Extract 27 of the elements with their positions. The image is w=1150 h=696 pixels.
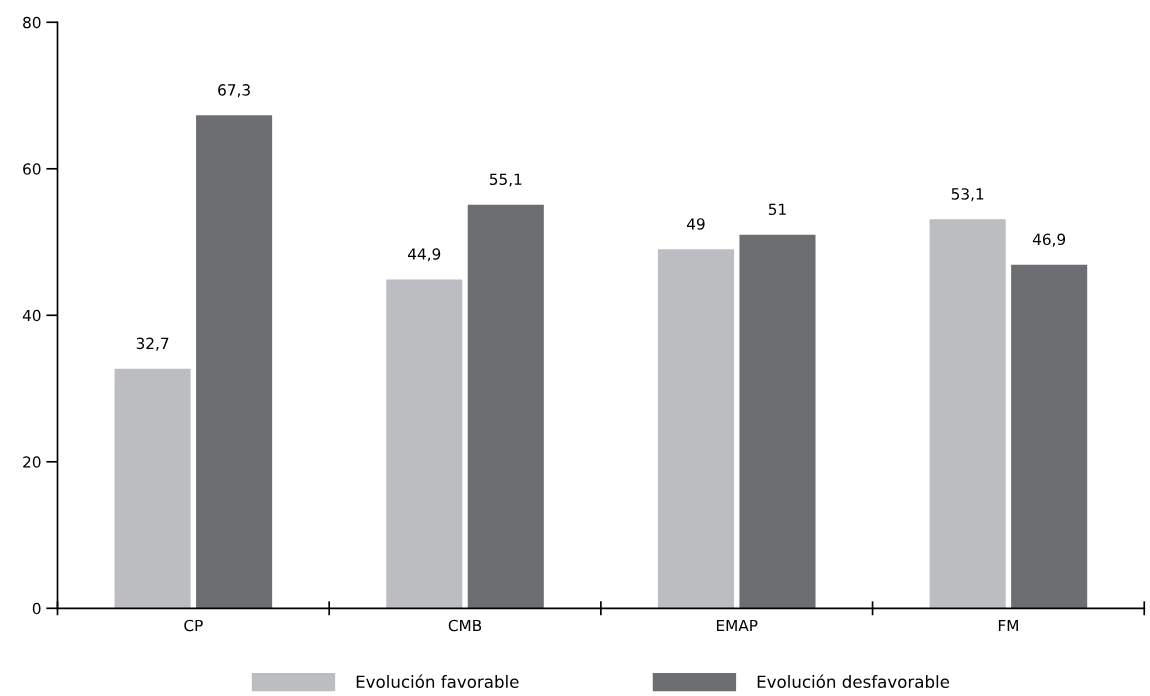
legend-label: Evolución desfavorable (757, 674, 950, 689)
bar (657, 249, 734, 609)
bar (1011, 264, 1088, 609)
bar (467, 204, 544, 609)
data-label: 32,7 (136, 337, 169, 351)
x-tick-label: CMB (448, 619, 482, 632)
bar (929, 219, 1006, 609)
bar (386, 279, 463, 609)
bar (196, 115, 273, 609)
data-label: 44,9 (408, 248, 441, 262)
x-tick-label: FM (998, 619, 1018, 632)
data-label: 46,9 (1032, 233, 1066, 247)
data-label: 67,3 (218, 84, 250, 98)
y-tick-label: 80 (23, 16, 41, 29)
data-label: 51 (768, 203, 786, 216)
y-tick-label: 20 (23, 456, 41, 468)
x-tick-label: EMAP (716, 619, 758, 632)
bar (114, 368, 191, 609)
x-tick-label: CP (184, 619, 203, 632)
data-label: 49 (686, 218, 705, 230)
data-label: 55,1 (489, 173, 522, 187)
data-label: 53,1 (951, 188, 984, 202)
y-tick-label: 40 (22, 309, 41, 322)
y-tick-label: 0 (32, 602, 41, 615)
legend-label: Evolución favorable (356, 674, 519, 689)
y-tick-label: 60 (23, 163, 41, 175)
bar (739, 234, 816, 609)
